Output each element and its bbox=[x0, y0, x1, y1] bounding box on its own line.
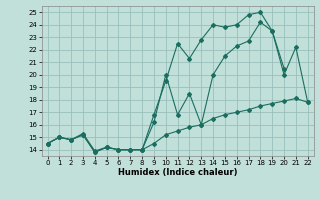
X-axis label: Humidex (Indice chaleur): Humidex (Indice chaleur) bbox=[118, 168, 237, 177]
